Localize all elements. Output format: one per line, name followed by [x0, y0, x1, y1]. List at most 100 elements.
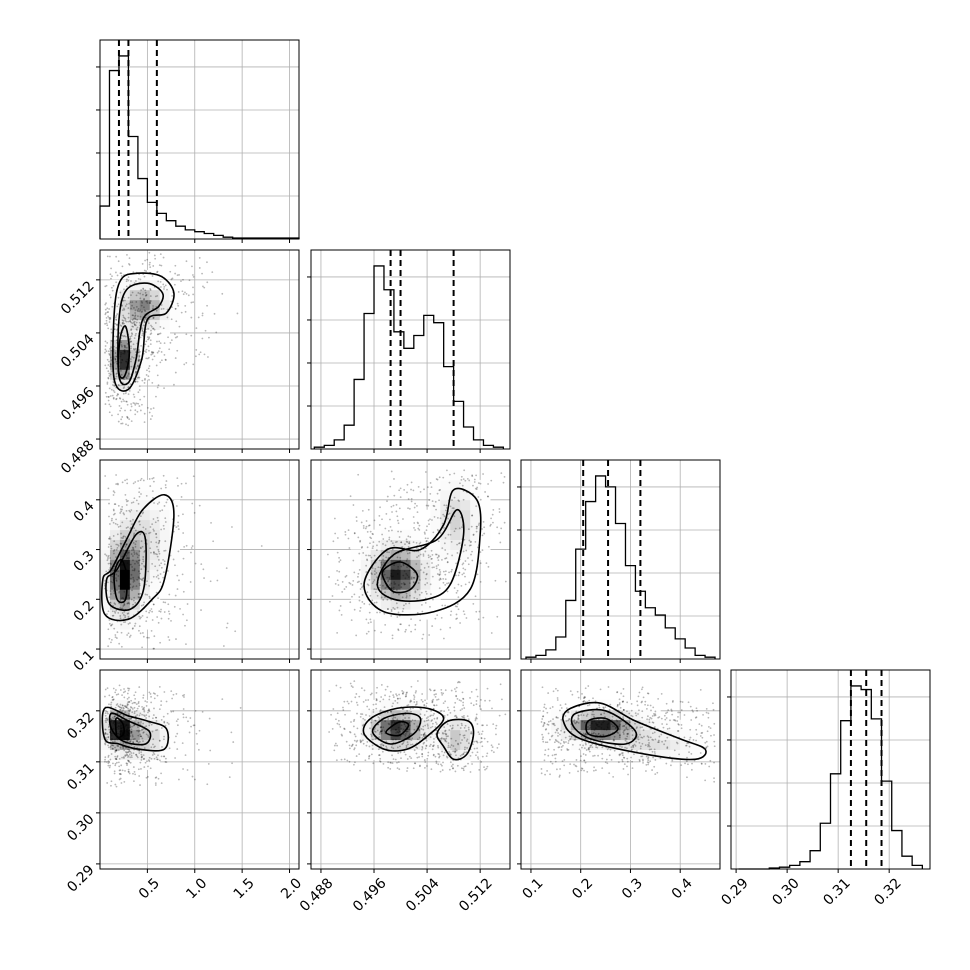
sample-point: [157, 777, 160, 780]
sample-point: [384, 591, 386, 594]
sample-point: [121, 358, 123, 361]
sample-point: [108, 761, 111, 764]
sample-point: [445, 735, 448, 738]
sample-point: [423, 733, 426, 736]
sample-point: [159, 581, 162, 584]
sample-point: [577, 714, 580, 717]
density-cell: [109, 319, 121, 330]
sample-point: [388, 538, 391, 541]
sample-point: [431, 500, 434, 503]
sample-point: [649, 716, 652, 719]
sample-point: [497, 743, 500, 746]
sample-point: [128, 302, 131, 305]
sample-point: [127, 756, 129, 758]
sample-point: [382, 538, 385, 540]
sample-point: [141, 310, 144, 313]
sample-point: [713, 761, 715, 764]
sample-point: [150, 701, 153, 704]
sample-point: [151, 352, 154, 355]
sample-point: [173, 383, 175, 386]
sample-point: [385, 740, 388, 743]
sample-point: [478, 522, 481, 525]
sample-point: [373, 570, 376, 573]
sample-point: [121, 416, 124, 418]
sample-point: [120, 274, 123, 277]
density-cell: [109, 629, 121, 640]
sample-point: [480, 698, 482, 701]
sample-point: [110, 733, 113, 735]
sample-point: [114, 603, 117, 606]
sample-point: [149, 609, 151, 612]
sample-point: [356, 581, 359, 584]
sample-point: [141, 705, 143, 708]
sample-point: [106, 712, 109, 715]
sample-point: [361, 724, 364, 727]
sample-point: [416, 612, 419, 614]
sample-point: [335, 759, 338, 762]
density-cell: [350, 589, 362, 600]
sample-point: [107, 546, 110, 548]
sample-point: [392, 758, 395, 761]
sample-point: [135, 294, 138, 297]
sample-point: [433, 737, 435, 740]
sample-point: [553, 722, 555, 725]
sample-point: [140, 604, 143, 607]
sample-point: [386, 711, 389, 714]
sample-point: [639, 726, 642, 729]
sample-point: [485, 755, 488, 757]
sample-point: [144, 583, 147, 586]
sample-point: [403, 751, 406, 753]
sample-point: [117, 705, 120, 707]
sample-point: [462, 734, 465, 737]
density-cell: [109, 509, 121, 521]
sample-point: [139, 336, 142, 339]
sample-point: [126, 415, 128, 418]
density-cell: [450, 709, 461, 721]
sample-point: [130, 752, 133, 754]
sample-point: [567, 710, 570, 713]
sample-point: [549, 760, 552, 763]
sample-point: [618, 702, 621, 704]
sample-point: [141, 737, 144, 740]
sample-point: [104, 345, 107, 347]
sample-point: [556, 689, 559, 692]
sample-point: [133, 307, 135, 309]
sample-point: [481, 534, 484, 537]
sample-point: [542, 715, 545, 718]
density-cell: [460, 709, 471, 721]
sample-point: [582, 714, 585, 717]
sample-point: [370, 556, 373, 559]
sample-point: [424, 724, 427, 727]
sample-point: [366, 741, 369, 743]
sample-point: [149, 693, 152, 695]
density-cell: [410, 529, 421, 540]
sample-point: [128, 696, 130, 699]
sample-point: [422, 553, 425, 556]
sample-point: [402, 740, 405, 743]
sample-point: [132, 766, 135, 768]
sample-point: [121, 612, 124, 614]
sample-point: [695, 739, 697, 742]
sample-point: [141, 755, 143, 758]
density-cell: [440, 509, 451, 521]
sample-point: [449, 711, 452, 714]
density-cell: [169, 319, 180, 330]
density-cell: [119, 739, 131, 750]
sample-point: [142, 731, 145, 734]
sample-point: [400, 582, 403, 585]
sample-point: [130, 728, 133, 731]
sample-point: [376, 686, 378, 689]
sample-point: [116, 703, 119, 705]
sample-point: [428, 499, 431, 501]
sample-point: [626, 735, 629, 738]
sample-point: [489, 523, 492, 526]
sample-point: [135, 371, 138, 373]
sample-point: [370, 753, 373, 756]
sample-point: [393, 564, 395, 567]
sample-point: [133, 532, 136, 535]
sample-point: [558, 709, 561, 712]
sample-point: [390, 746, 393, 749]
sample-point: [559, 768, 561, 770]
sample-point: [542, 736, 544, 739]
sample-point: [709, 759, 712, 762]
